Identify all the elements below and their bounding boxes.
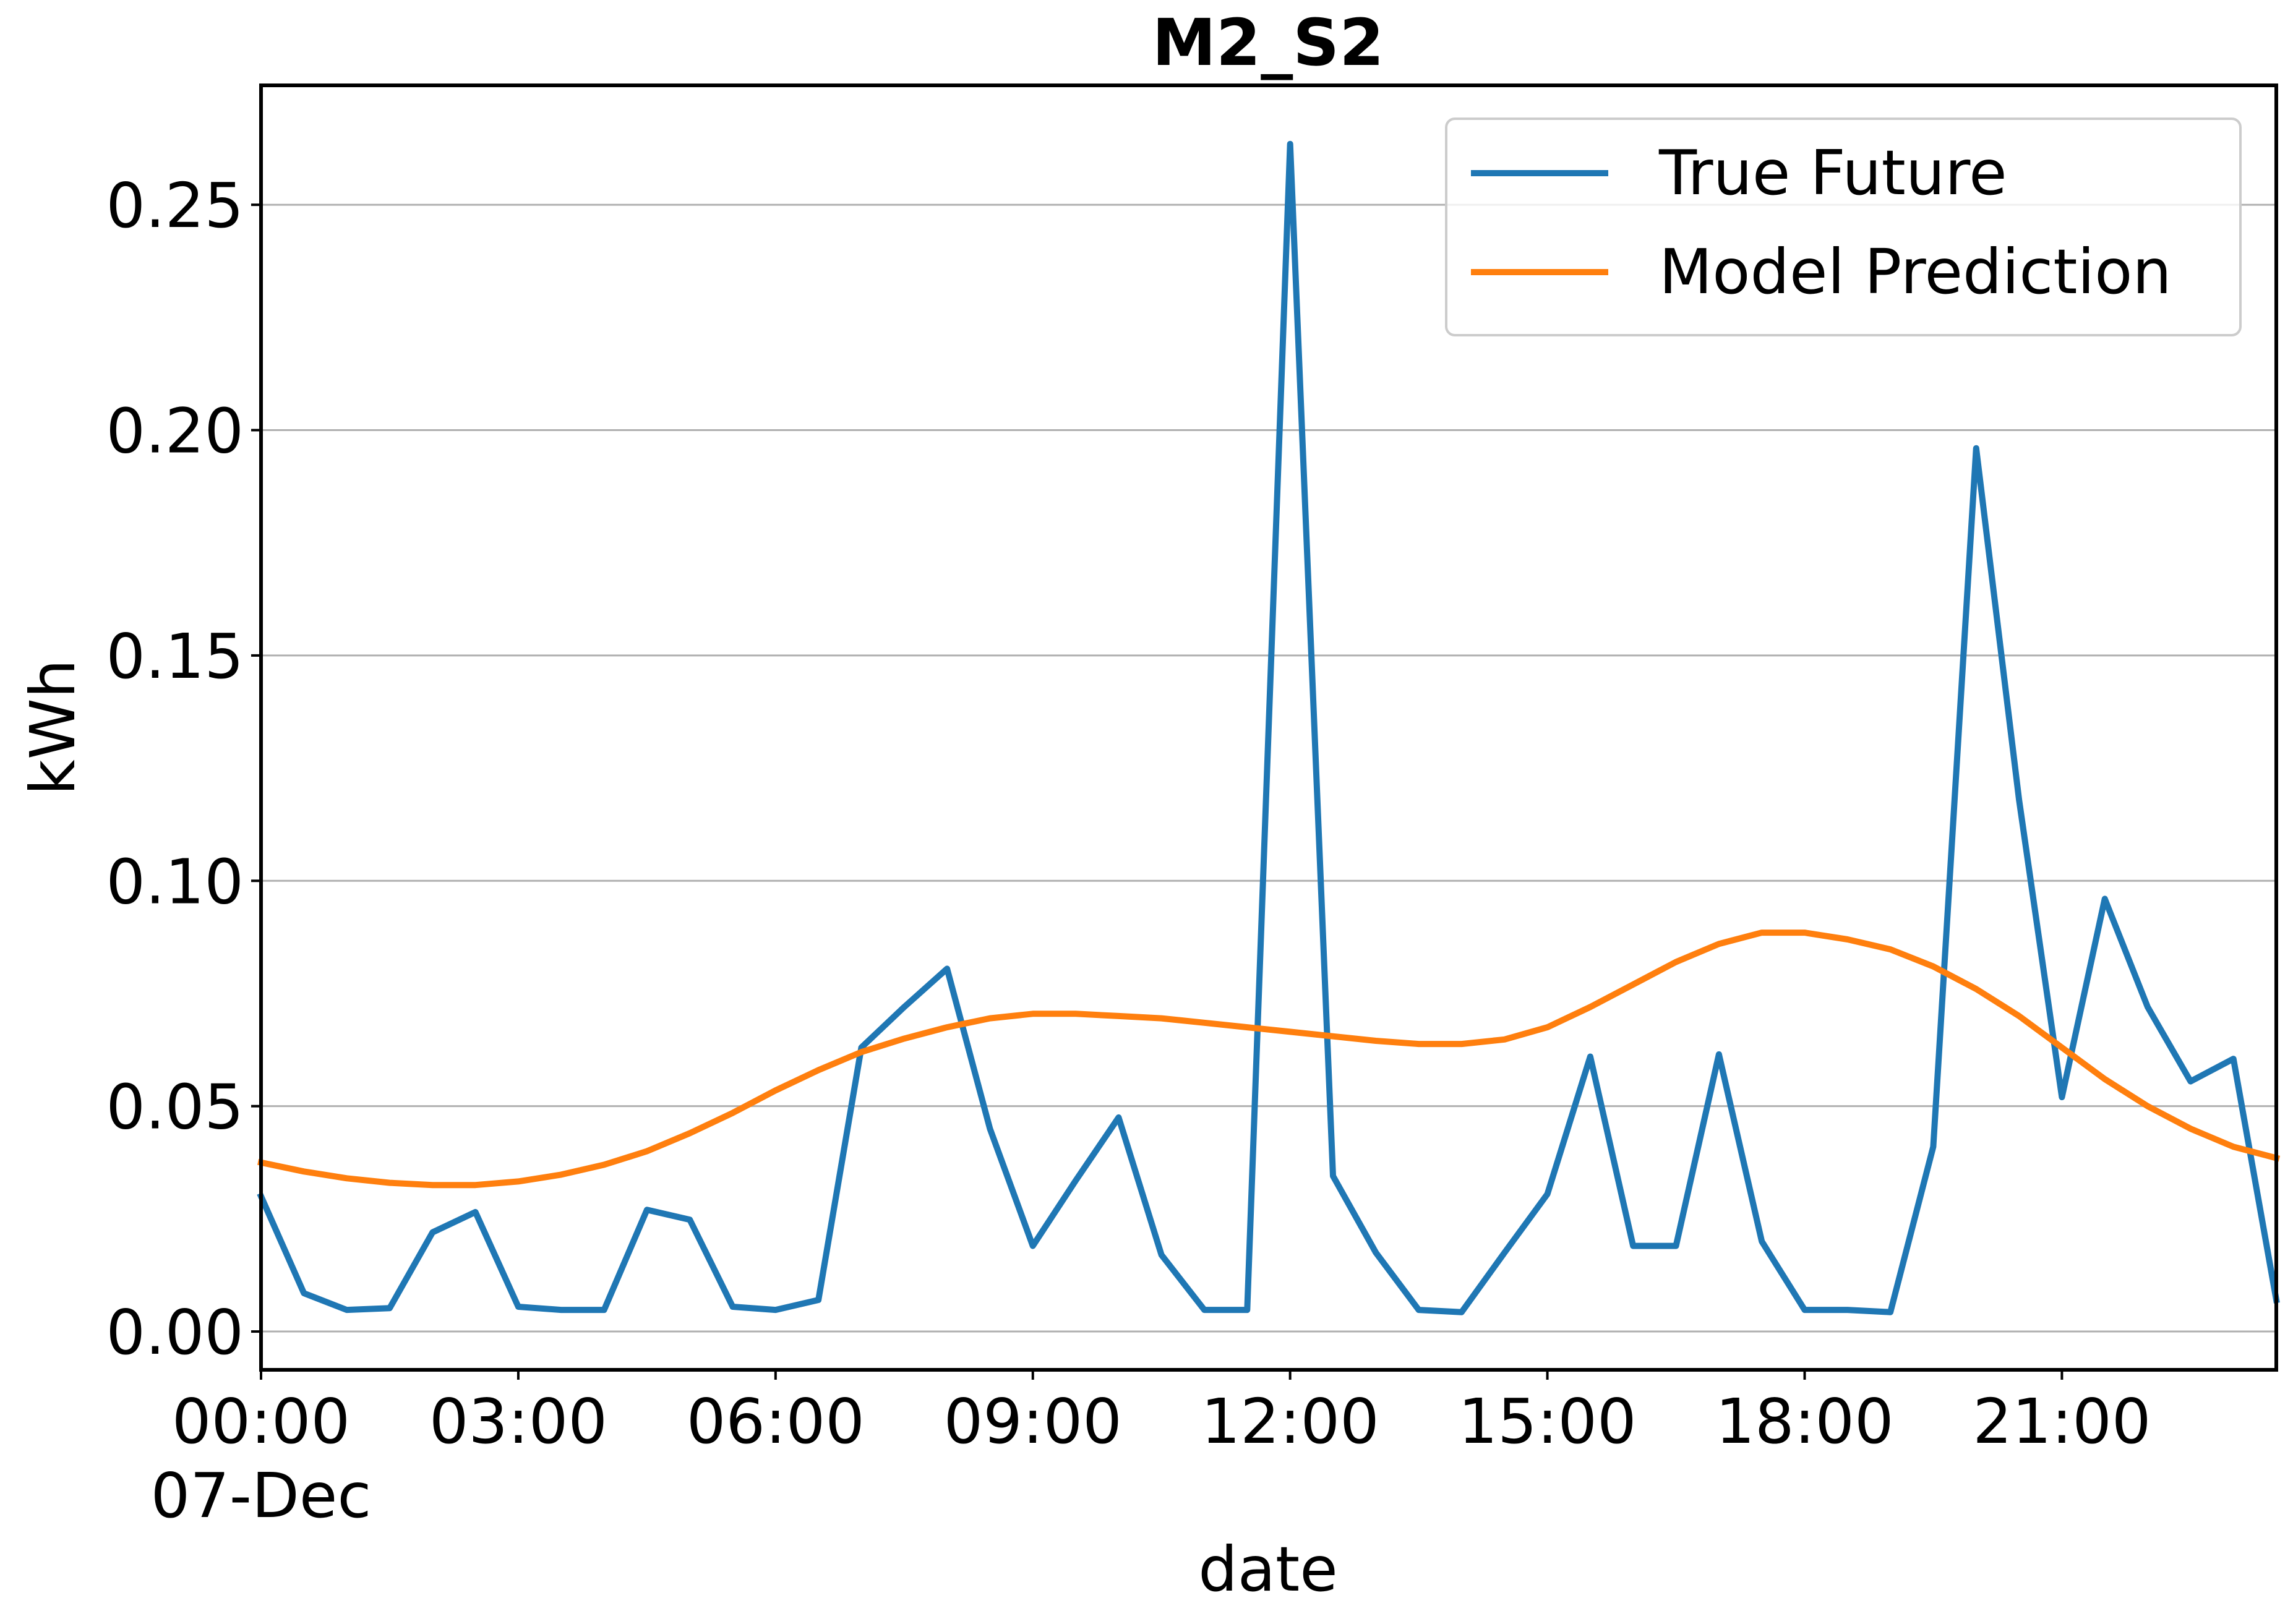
- y-tick-label-2: 0.10: [106, 845, 244, 918]
- y-axis-label: kWh: [17, 659, 89, 795]
- plot-frame: [259, 83, 2278, 1372]
- x-axis-label: date: [1198, 1533, 1338, 1605]
- x-tick-label-6: 18:00: [1715, 1385, 1893, 1458]
- y-tick-label-3: 0.15: [106, 620, 244, 693]
- y-tick-label-5: 0.25: [106, 169, 244, 242]
- x-tick-label-3: 09:00: [944, 1385, 1122, 1458]
- x-tick-label-0: 00:00: [172, 1385, 350, 1458]
- legend-label-true-future: True Future: [1658, 137, 2007, 209]
- legend: True Future Model Prediction: [1445, 118, 2242, 336]
- series-line-model-prediction: [257, 930, 2281, 1189]
- series-line-true-future: [257, 140, 2280, 1315]
- y-tick-label-1: 0.05: [106, 1071, 244, 1143]
- series-lines: [257, 140, 2281, 1315]
- x-tick-sublabel-0: 07-Dec: [151, 1459, 372, 1532]
- x-tick-label-1: 03:00: [429, 1385, 607, 1458]
- y-tick-label-0: 0.00: [106, 1296, 244, 1369]
- x-tick-label-4: 12:00: [1201, 1385, 1379, 1458]
- chart-title: M2_S2: [1152, 5, 1384, 80]
- y-axis: 0.00 0.05 0.10 0.15 0.20 0.25: [106, 169, 261, 1369]
- x-tick-label-5: 15:00: [1458, 1385, 1636, 1458]
- x-tick-label-7: 21:00: [1973, 1385, 2151, 1458]
- legend-label-model-prediction: Model Prediction: [1659, 236, 2172, 308]
- x-tick-label-2: 06:00: [687, 1385, 865, 1458]
- y-tick-label-4: 0.20: [106, 395, 244, 468]
- legend-box: [1445, 118, 2242, 336]
